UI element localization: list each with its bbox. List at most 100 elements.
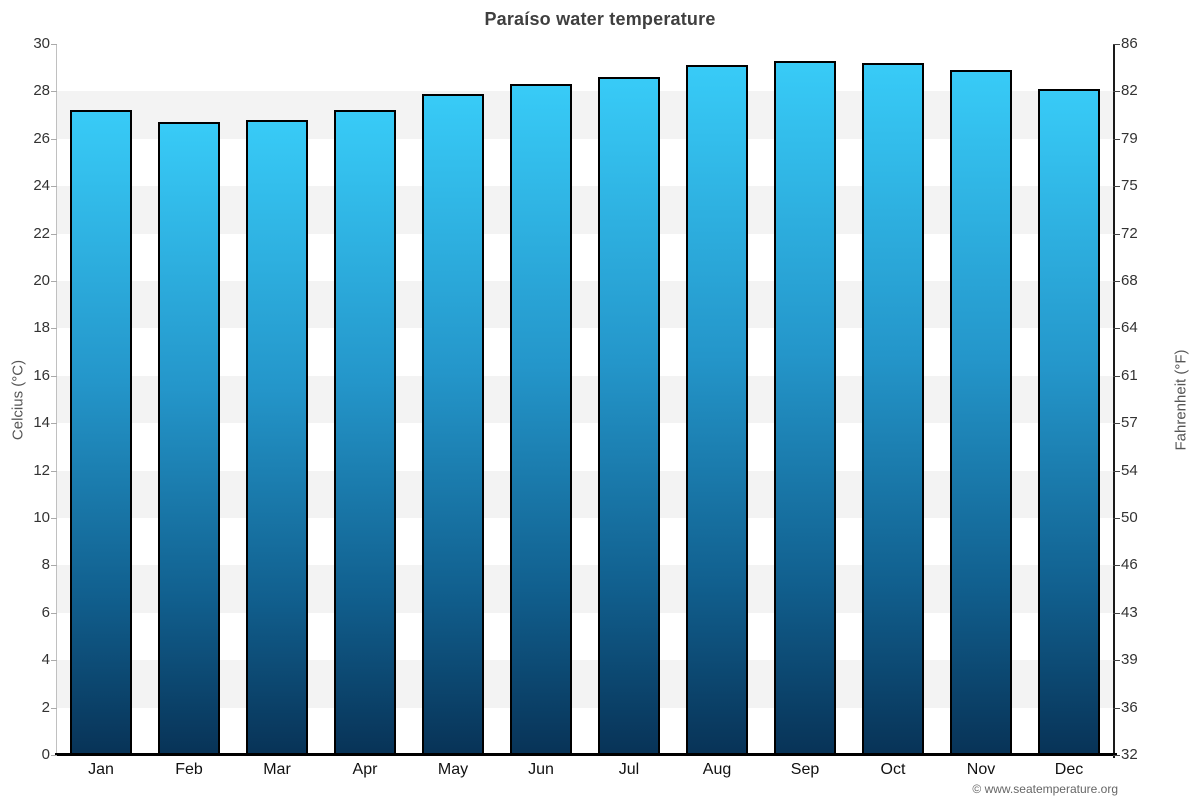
y-tick-label-celsius: 28 [33,82,50,100]
y-tick-mark-fahrenheit [1113,138,1120,140]
y-tick-label-fahrenheit: 36 [1121,698,1138,716]
y-tick-mark-celsius [51,565,57,567]
y-tick-label-celsius: 30 [33,35,50,52]
x-tick-label-oct: Oct [880,761,906,778]
y-axis-line-fahrenheit [1113,44,1115,758]
y-tick-label-fahrenheit: 32 [1121,746,1138,763]
bar-oct[interactable] [861,62,925,754]
x-axis-baseline [55,753,1117,756]
chart-title: Paraíso water temperature [484,9,716,29]
y-tick-mark-celsius [51,328,57,330]
y-tick-label-celsius: 24 [33,177,50,195]
bar-slot [937,44,1025,754]
background-band [57,44,1113,92]
y-tick-mark-celsius [51,91,57,93]
background-band [57,518,1113,566]
bar-aug[interactable] [685,65,749,754]
y-tick-mark-fahrenheit [1113,707,1120,709]
background-band [57,281,1113,329]
bar-jan[interactable] [69,110,133,754]
x-tick-label-jul: Jul [618,761,640,778]
background-band [57,328,1113,376]
background-band [57,138,1113,187]
bar-slot [1025,44,1113,754]
y-tick-label-fahrenheit: 68 [1121,272,1138,289]
y-tick-mark-fahrenheit [1113,470,1120,472]
y-axis-line-celsius [56,44,57,756]
y-tick-label-fahrenheit: 72 [1121,224,1138,242]
y-tick-mark-fahrenheit [1113,186,1120,188]
bar-sep[interactable] [773,60,837,754]
y-tick-label-celsius: 26 [33,129,50,147]
x-tick-label-may: May [437,761,469,778]
bar-slot [849,44,937,754]
y-tick-mark-celsius [51,138,57,140]
x-axis-labels: Jan Feb Mar Apr May Jun Jul Aug Sep Oct Nov Dec [57,761,1113,779]
y-tick-mark-fahrenheit [1113,518,1120,519]
bar-slot [761,44,849,754]
bar-slot [233,44,321,754]
y-tick-mark-celsius [51,281,57,282]
y-tick-mark-fahrenheit [1113,423,1120,425]
x-tick-label-nov: Nov [966,761,996,778]
background-band [57,470,1113,518]
bar-may[interactable] [421,93,485,754]
y-tick-mark-fahrenheit [1113,565,1120,567]
plot-area [57,44,1113,755]
x-tick-label-aug: Aug [702,761,732,778]
y-tick-label-celsius: 22 [33,224,50,242]
bar-slot [673,44,761,754]
y-tick-mark-fahrenheit [1113,91,1120,93]
y-tick-mark-celsius [51,612,57,614]
y-tick-mark-celsius [51,44,57,45]
bar-slot [57,44,145,754]
y-tick-mark-fahrenheit [1113,375,1120,377]
y-tick-label-celsius: 2 [41,698,50,716]
y-tick-mark-fahrenheit [1113,612,1120,614]
x-tick-label-mar: Mar [263,761,291,778]
background-band [57,707,1113,755]
y-tick-mark-celsius [51,423,57,425]
bar-jun[interactable] [509,84,573,754]
bar-apr[interactable] [333,110,397,754]
y-tick-label-celsius: 6 [41,603,50,621]
x-tick-label-feb: Feb [175,761,203,778]
y-tick-label-fahrenheit: 46 [1121,556,1138,574]
credit-link[interactable]: © www.seatemperature.org [972,782,1118,796]
bar-feb[interactable] [157,122,221,754]
y-tick-label-fahrenheit: 57 [1121,414,1138,432]
y-tick-label-celsius: 12 [33,461,50,479]
y-tick-mark-celsius [51,233,57,235]
y-tick-label-fahrenheit: 43 [1121,603,1138,621]
y-tick-mark-celsius [51,186,57,188]
y-tick-mark-celsius [51,707,57,709]
x-tick-label-dec: Dec [1054,761,1084,778]
bar-mar[interactable] [245,119,309,754]
bars-layer [57,44,1113,754]
bar-slot [585,44,673,754]
y-tick-label-celsius: 0 [41,746,50,763]
y-tick-mark-celsius [51,375,57,377]
y-tick-mark-fahrenheit [1113,44,1120,45]
y-tick-mark-celsius [51,470,57,472]
y-tick-mark-fahrenheit [1113,755,1120,756]
y-axis-title-fahrenheit: Fahrenheit (°F) [1172,349,1190,451]
background-band [57,660,1113,708]
y-tick-label-fahrenheit: 82 [1121,82,1138,100]
bar-slot [409,44,497,754]
y-tick-label-fahrenheit: 64 [1121,319,1138,337]
bar-jul[interactable] [597,77,661,754]
y-tick-label-fahrenheit: 79 [1121,129,1138,147]
y-tick-label-celsius: 8 [41,556,50,574]
y-tick-mark-fahrenheit [1113,660,1120,662]
background-band [57,186,1113,234]
y-tick-label-celsius: 10 [33,509,50,526]
y-tick-label-fahrenheit: 86 [1121,35,1138,52]
y-tick-label-fahrenheit: 54 [1121,461,1138,479]
y-tick-mark-celsius [51,518,57,519]
y-tick-mark-fahrenheit [1113,328,1120,330]
y-tick-mark-celsius [51,755,57,756]
bar-nov[interactable] [949,70,1013,754]
y-tick-label-fahrenheit: 39 [1121,651,1138,669]
bar-dec[interactable] [1037,88,1101,754]
